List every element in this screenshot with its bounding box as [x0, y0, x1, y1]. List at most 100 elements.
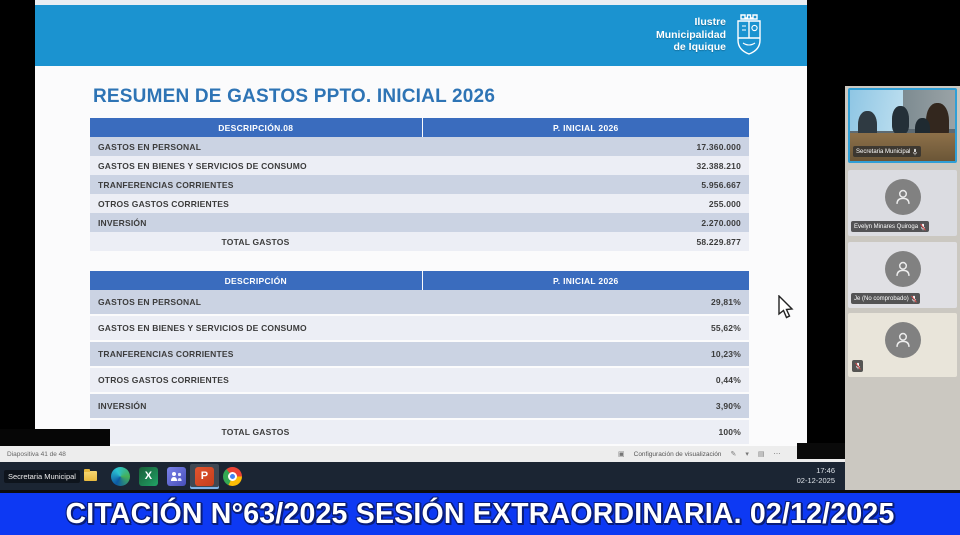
- teams-icon[interactable]: [166, 466, 186, 486]
- row-value: 2.270.000: [701, 217, 741, 228]
- pen-tool-icon[interactable]: ✎: [730, 451, 737, 458]
- table2-header-inicial: P. INICIAL 2026: [421, 271, 749, 290]
- muted-mic-icon: [913, 148, 918, 155]
- table-row: TOTAL GASTOS 100%: [90, 419, 749, 446]
- session-banner: CITACIÓN N°63/2025 SESIÓN EXTRAORDINARIA…: [0, 490, 960, 535]
- participant-tile-video[interactable]: Secretaria Municipal: [848, 88, 957, 163]
- row-value: 32.388.210: [696, 160, 741, 171]
- powerpoint-icon[interactable]: P: [194, 466, 214, 486]
- taskbar-icons: X P: [110, 463, 242, 489]
- folder-icon[interactable]: [83, 469, 97, 481]
- budget-amounts-table: DESCRIPCIÓN.08 P. INICIAL 2026 GASTOS EN…: [90, 118, 749, 251]
- slideshow-toolbar[interactable]: ▣ Configuración de visualización ✎ ▾ ▤ ⋯: [618, 450, 781, 459]
- row-value: 10,23%: [422, 341, 749, 368]
- pointer-tool-icon[interactable]: ▾: [745, 451, 749, 458]
- row-value: 255.000: [708, 198, 741, 209]
- video-person: [925, 102, 949, 142]
- row-label: OTROS GASTOS CORRIENTES: [98, 198, 230, 209]
- row-label: TOTAL GASTOS: [90, 419, 422, 446]
- display-settings-label[interactable]: Configuración de visualización: [633, 450, 722, 458]
- participant-name: Secretaria Municipal: [856, 148, 911, 155]
- table-header-row: DESCRIPCIÓN.08 P. INICIAL 2026: [90, 118, 749, 137]
- session-banner-text: CITACIÓN N°63/2025 SESIÓN EXTRAORDINARIA…: [65, 497, 895, 530]
- person-icon: [895, 332, 910, 347]
- status-bar-dark-box: [797, 443, 845, 459]
- avatar: [884, 322, 921, 358]
- row-label: OTROS GASTOS CORRIENTES: [90, 367, 422, 394]
- meeting-participants-panel: Secretaria Municipal Evelyn Minares Quir…: [845, 0, 960, 490]
- more-tools-icon[interactable]: ⋯: [773, 451, 781, 458]
- participant-mic-tag: [852, 360, 863, 372]
- table-row: GASTOS EN BIENES Y SERVICIOS DE CONSUMO 5…: [90, 315, 749, 342]
- avatar: [884, 179, 921, 215]
- taskbar-clock[interactable]: 17:46 02-12-2025: [797, 466, 835, 486]
- row-label: GASTOS EN BIENES Y SERVICIOS DE CONSUMO: [98, 160, 307, 171]
- municipality-logo: Ilustre Municipalidad de Iquique: [656, 12, 765, 58]
- row-label: GASTOS EN PERSONAL: [98, 141, 202, 152]
- table-row: GASTOS EN BIENES Y SERVICIOS DE CONSUMO 3…: [90, 156, 749, 175]
- table1-header-descripcion: DESCRIPCIÓN.08: [90, 118, 422, 137]
- logo-line3: de Iquique: [673, 41, 727, 54]
- participant-tile[interactable]: Je (No comprobado): [848, 242, 957, 308]
- row-label: INVERSIÓN: [98, 217, 147, 228]
- table-row: TRANFERENCIAS CORRIENTES 5.956.667: [90, 175, 749, 194]
- presenter-name-overlay: Secretaria Municipal: [4, 469, 80, 483]
- row-label: INVERSIÓN: [90, 393, 422, 420]
- taskbar-time: 17:46: [816, 465, 835, 475]
- participant-name-tag: Evelyn Minares Quiroga: [851, 221, 930, 232]
- edge-icon[interactable]: [110, 466, 130, 486]
- notes-icon[interactable]: ▤: [757, 451, 765, 458]
- participant-name-tag: Secretaria Municipal: [853, 146, 922, 157]
- table1-header-inicial: P. INICIAL 2026: [421, 118, 749, 137]
- budget-percentages-table: DESCRIPCIÓN P. INICIAL 2026 GASTOS EN PE…: [90, 271, 749, 446]
- row-label: TRANFERENCIAS CORRIENTES: [98, 179, 234, 190]
- active-app-highlight: P: [189, 463, 219, 489]
- mouse-cursor: [778, 295, 794, 319]
- row-value: 5.956.667: [701, 179, 741, 190]
- table-row: GASTOS EN PERSONAL 29,81%: [90, 290, 749, 316]
- logo-line2: Municipalidad: [655, 28, 726, 41]
- table-row: INVERSIÓN 2.270.000: [90, 213, 749, 232]
- taskbar-date: 02-12-2025: [796, 476, 835, 485]
- row-value: 58.229.877: [696, 236, 741, 247]
- row-value: 29,81%: [422, 290, 749, 316]
- participant-tile[interactable]: Evelyn Minares Quiroga: [848, 170, 957, 236]
- table-row: GASTOS EN PERSONAL 17.360.000: [90, 137, 749, 156]
- participant-name: Evelyn Minares Quiroga: [854, 223, 919, 230]
- excel-icon[interactable]: X: [138, 466, 158, 486]
- table-row: OTROS GASTOS CORRIENTES 255.000: [90, 194, 749, 213]
- sidebar-top-filler: [845, 0, 960, 86]
- table2-header-descripcion: DESCRIPCIÓN: [90, 271, 422, 290]
- participant-name: Je (No comprobado): [854, 295, 909, 302]
- municipality-logo-text: Ilustre Municipalidad de Iquique: [656, 16, 726, 54]
- chrome-icon[interactable]: [222, 466, 242, 486]
- shared-screen: Ilustre Municipalidad de Iquique RESUMEN…: [0, 0, 845, 490]
- powerpoint-status-bar: Diapositiva 41 de 48 ▣ Configuración de …: [0, 446, 845, 462]
- muted-mic-icon: [920, 223, 926, 231]
- table-row: TOTAL GASTOS 58.229.877: [90, 232, 749, 251]
- avatar: [884, 251, 921, 287]
- video-person: [892, 105, 909, 134]
- muted-mic-icon: [854, 362, 861, 370]
- muted-mic-icon: [910, 295, 917, 303]
- participant-name-tag: Je (No comprobado): [851, 293, 920, 304]
- row-value: 0,44%: [422, 367, 749, 394]
- display-settings-icon[interactable]: ▣: [618, 451, 625, 458]
- slide-header-band: Ilustre Municipalidad de Iquique: [35, 5, 807, 66]
- row-label: TOTAL GASTOS: [221, 236, 290, 247]
- participant-tile[interactable]: [848, 313, 957, 377]
- windows-taskbar: Secretaria Municipal X P 17:46 02-12-202…: [0, 462, 845, 490]
- slide-top-margin: [35, 0, 807, 5]
- table-row: TRANFERENCIAS CORRIENTES 10,23%: [90, 341, 749, 368]
- slide-counter: Diapositiva 41 de 48: [7, 451, 66, 458]
- row-label: GASTOS EN PERSONAL: [90, 290, 422, 316]
- slide-title: RESUMEN DE GASTOS PPTO. INICIAL 2026: [93, 86, 496, 107]
- row-label: GASTOS EN BIENES Y SERVICIOS DE CONSUMO: [90, 315, 422, 342]
- table-row: INVERSIÓN 3,90%: [90, 393, 749, 420]
- row-value: 3,90%: [422, 393, 749, 420]
- presentation-slide: RESUMEN DE GASTOS PPTO. INICIAL 2026 DES…: [35, 66, 807, 446]
- municipality-crest-icon: [737, 14, 761, 55]
- person-icon: [895, 189, 910, 204]
- table-header-row: DESCRIPCIÓN P. INICIAL 2026: [90, 271, 749, 290]
- row-value: 55,62%: [422, 315, 749, 342]
